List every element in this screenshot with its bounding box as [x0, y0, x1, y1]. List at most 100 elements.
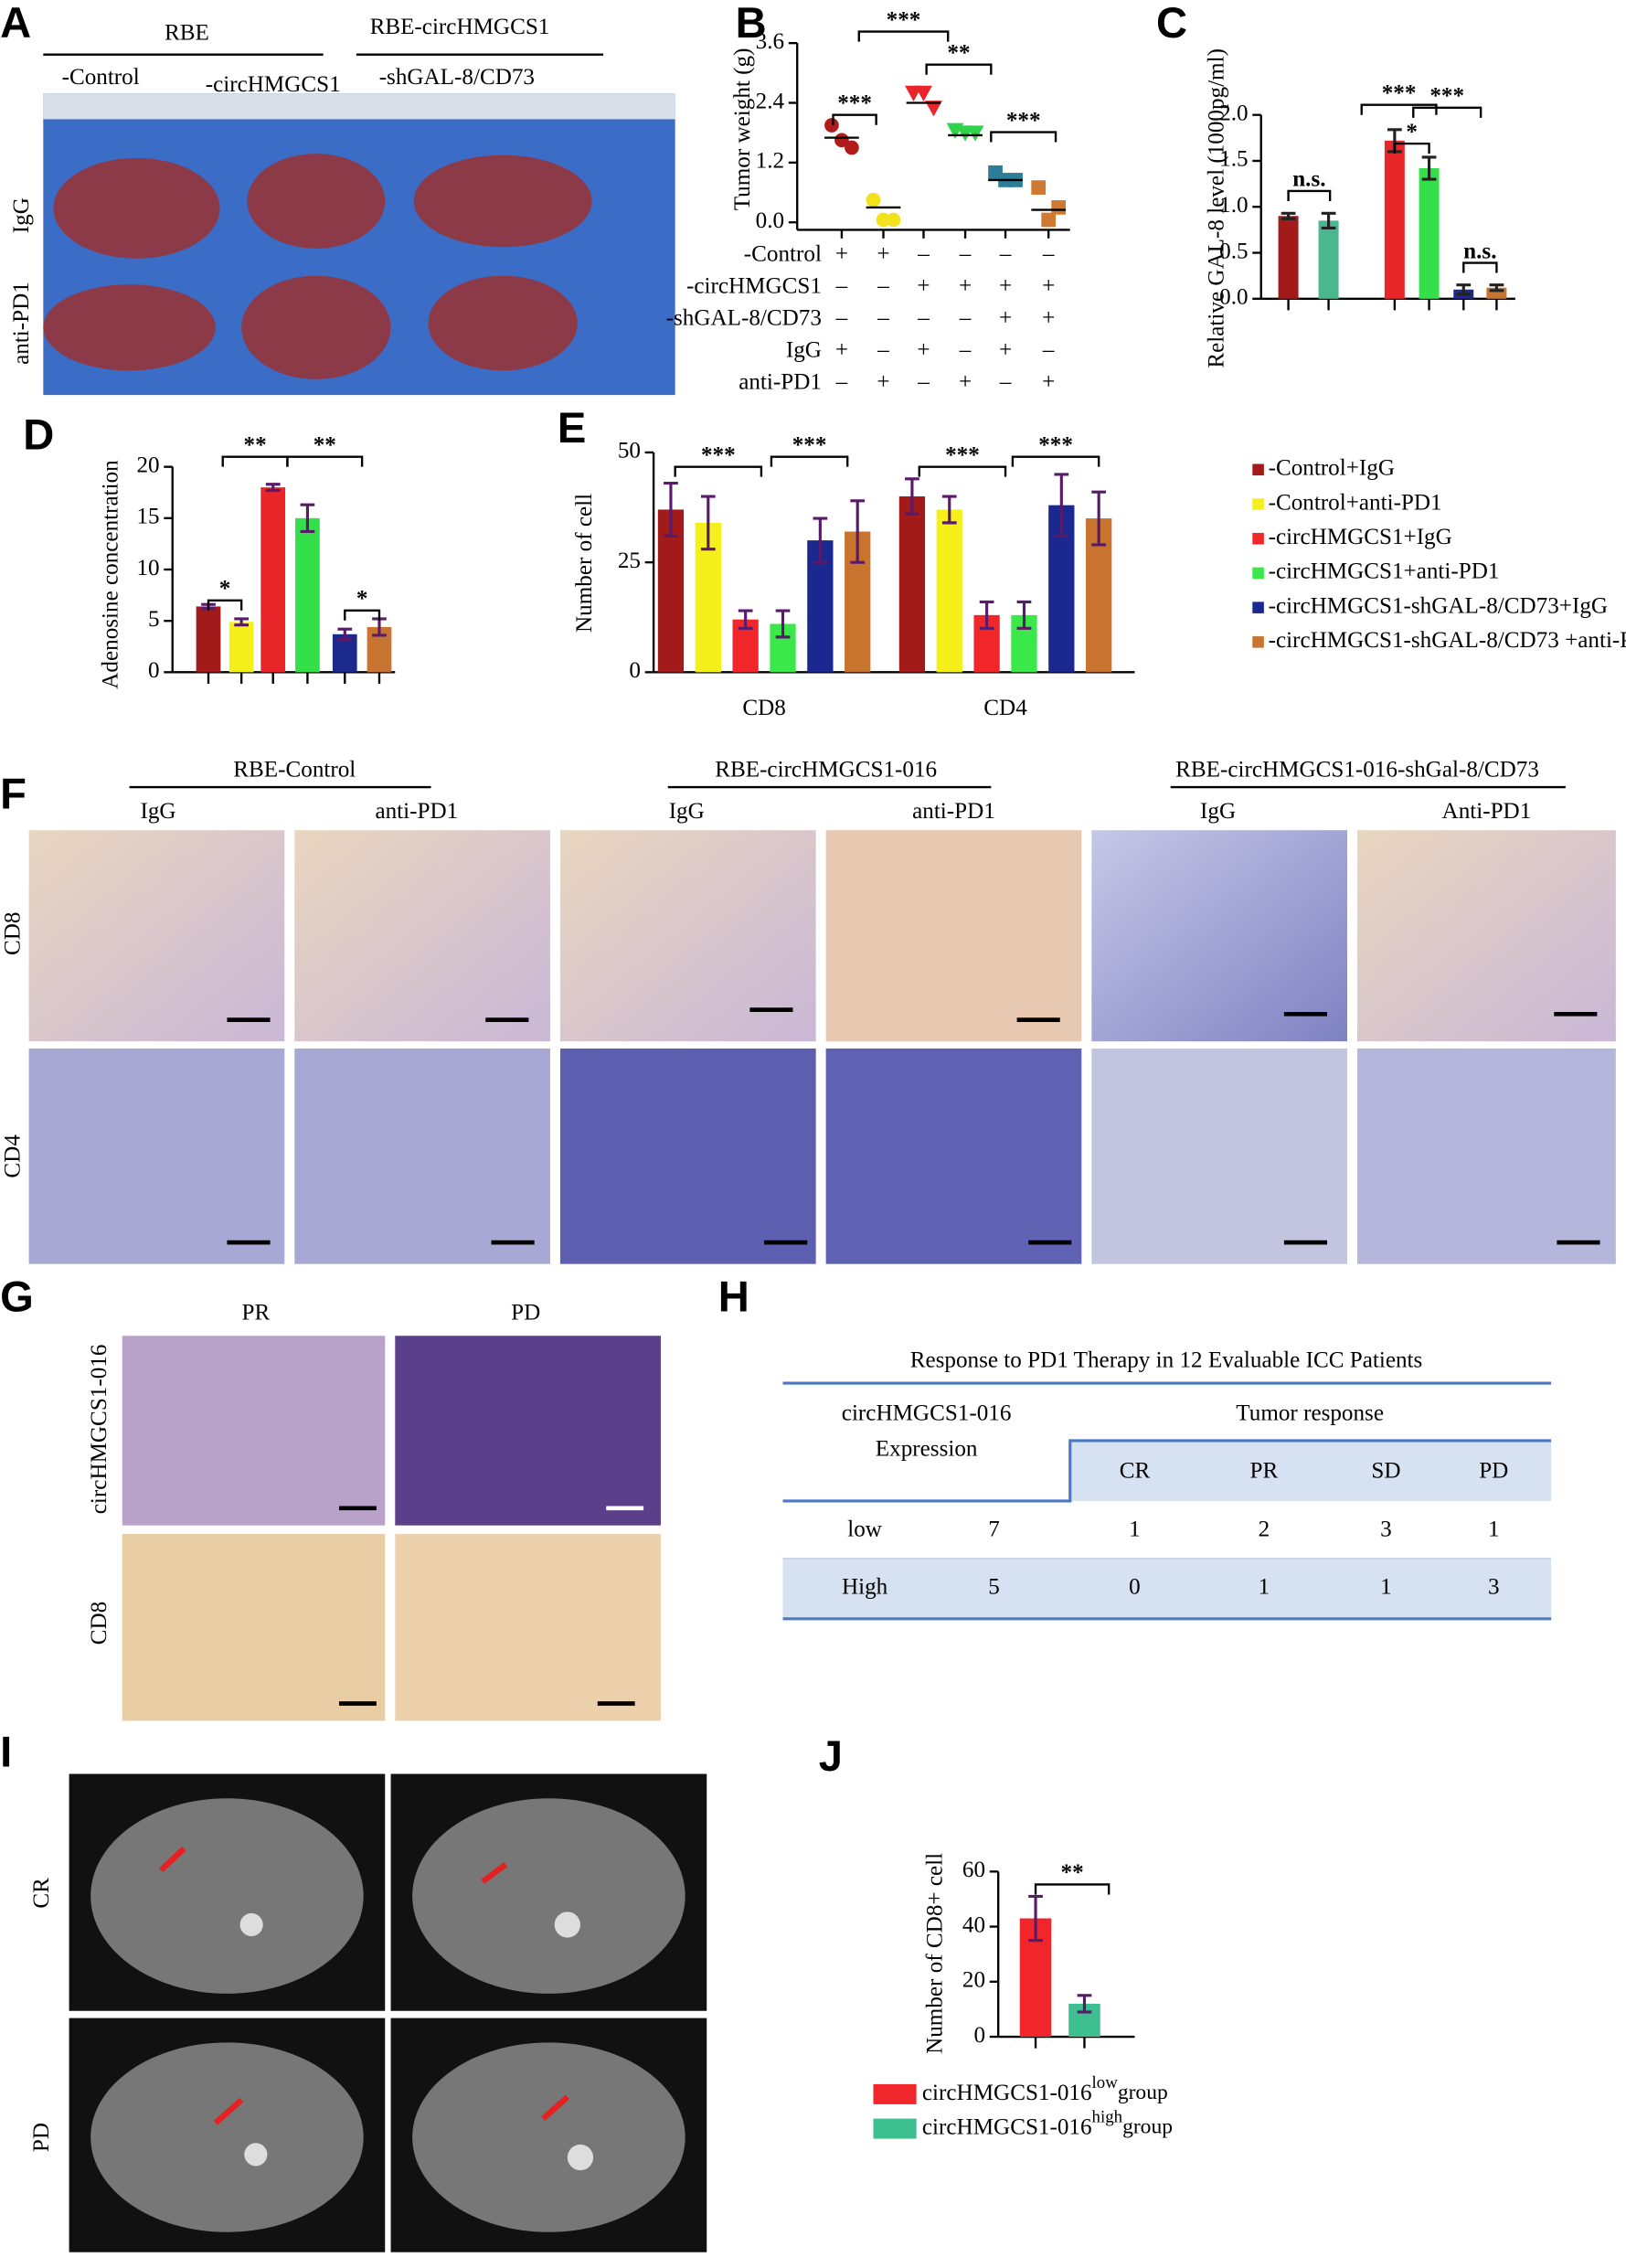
significance-label: *** [1429, 84, 1464, 109]
y-tick-label: 60 [962, 1858, 985, 1882]
row-label: PD [29, 2123, 54, 2152]
condition-sign: + [835, 338, 848, 363]
row-label: circHMGCS1-016 [87, 1345, 112, 1515]
significance-bracket [857, 30, 950, 42]
y-tick-label: 25 [618, 548, 641, 573]
condition-sign: + [999, 338, 1012, 363]
layout [28, 93, 1616, 2252]
y-tick-label: 5 [148, 607, 160, 632]
error-bar [1016, 600, 1032, 630]
tumors [43, 154, 592, 379]
error-bar [1091, 490, 1107, 547]
condition-sign: + [877, 370, 889, 395]
row-label: CD8 [87, 1602, 112, 1645]
condition-sign: – [999, 241, 1012, 266]
treatment-label: IgG [669, 799, 705, 824]
error-bar [1281, 211, 1296, 220]
y-tick-label: 0 [148, 658, 160, 683]
group-label: RBE-circHMGCS1 [370, 15, 550, 39]
condition-sign: + [877, 241, 889, 266]
x-tick-label: CD4 [983, 696, 1027, 720]
point [866, 192, 881, 208]
header-fill [1069, 1440, 1552, 1501]
panel-label: G [0, 1272, 34, 1320]
error-bar [265, 483, 281, 493]
y-tick-label: 0 [973, 2023, 985, 2048]
panel-label: F [0, 769, 27, 817]
treatment-label: IgG [140, 799, 175, 824]
y-tick-label: 3.6 [756, 29, 784, 54]
error-bar [941, 495, 957, 525]
condition-label: -circHMGCS1 [686, 273, 822, 298]
y-tick-label: 0 [629, 658, 641, 683]
row-label: IgG [9, 197, 34, 233]
point [886, 212, 901, 228]
panel-label: D [23, 410, 54, 459]
table-rule [782, 1439, 1552, 1503]
condition-sign: – [835, 306, 848, 331]
condition-sign: – [1042, 338, 1055, 363]
y-axis-label: Relative GAL-8 level (1000pg/ml) [1204, 48, 1228, 368]
table-cell: 1 [1259, 1575, 1270, 1600]
column-label: PR [241, 1300, 270, 1325]
bar [898, 496, 926, 673]
significance-bracket [1011, 455, 1100, 467]
table-cell: 3 [1488, 1575, 1500, 1600]
treatment-label: IgG [1200, 799, 1236, 824]
error-bar [1077, 1994, 1092, 2014]
significance-bracket [221, 455, 289, 467]
condition-sign: + [1042, 273, 1055, 298]
y-axis-label: Tumor weight (g) [730, 48, 755, 211]
bar [196, 606, 221, 673]
y-tick-label: 0.0 [1219, 285, 1248, 310]
legend-label: circHMGCS1-016lowgroup [922, 2073, 1168, 2104]
table-cell: 1 [1488, 1517, 1500, 1542]
condition-sign: + [999, 306, 1012, 331]
y-tick-label: 50 [618, 439, 641, 463]
bar [260, 487, 286, 673]
significance-label: *** [1006, 108, 1041, 133]
legend-text: circHMGCS1-016 [922, 2114, 1092, 2139]
significance-bracket [207, 599, 243, 611]
ihc-g [122, 1336, 661, 1721]
error-bar [813, 516, 828, 564]
error-bar [300, 503, 315, 534]
bar [936, 509, 962, 673]
legend-swatch [1252, 636, 1264, 648]
significance-bracket [1393, 142, 1430, 154]
point [1031, 180, 1047, 195]
table-title: Response to PD1 Therapy in 12 Evaluable … [910, 1347, 1423, 1372]
row-label: anti-PD1 [9, 282, 34, 365]
legend-label: -circHMGCS1-shGAL-8/CD73+IgG [1269, 593, 1608, 618]
error-bar [1028, 1894, 1043, 1943]
legend-label: -circHMGCS1-shGAL-8/CD73 +anti-PD1 [1269, 628, 1626, 653]
error-bar [1321, 211, 1336, 229]
bar [295, 517, 320, 673]
y-tick-label: 20 [962, 1968, 985, 1993]
bar [1278, 216, 1299, 299]
condition-sign: – [877, 306, 889, 331]
table-header: PR [1250, 1458, 1279, 1483]
error-bar [1489, 283, 1504, 293]
table-header: circHMGCS1-016 [842, 1400, 1012, 1425]
condition-sign: – [917, 370, 930, 395]
significance-bracket [990, 131, 1057, 143]
condition-sign: + [917, 338, 930, 363]
significance-bracket [1412, 106, 1483, 118]
mri [69, 1773, 707, 2252]
legend-sup: high [1092, 2108, 1123, 2127]
treatment-label: anti-PD1 [912, 799, 995, 824]
legend-swatch [1252, 532, 1264, 545]
significance-label: *** [1038, 432, 1073, 457]
condition-label: anti-PD1 [739, 370, 822, 395]
point [1041, 212, 1057, 228]
column-label: PD [511, 1300, 540, 1325]
condition-sign: – [917, 241, 930, 266]
treatment-label: anti-PD1 [375, 799, 458, 824]
y-tick-label: 1.0 [1219, 193, 1248, 218]
bar [1384, 140, 1405, 299]
row-fill [782, 1558, 1552, 1619]
legend-swatch [1252, 463, 1264, 476]
row-label: CD4 [1, 1134, 26, 1178]
condition-sign: + [959, 273, 972, 298]
